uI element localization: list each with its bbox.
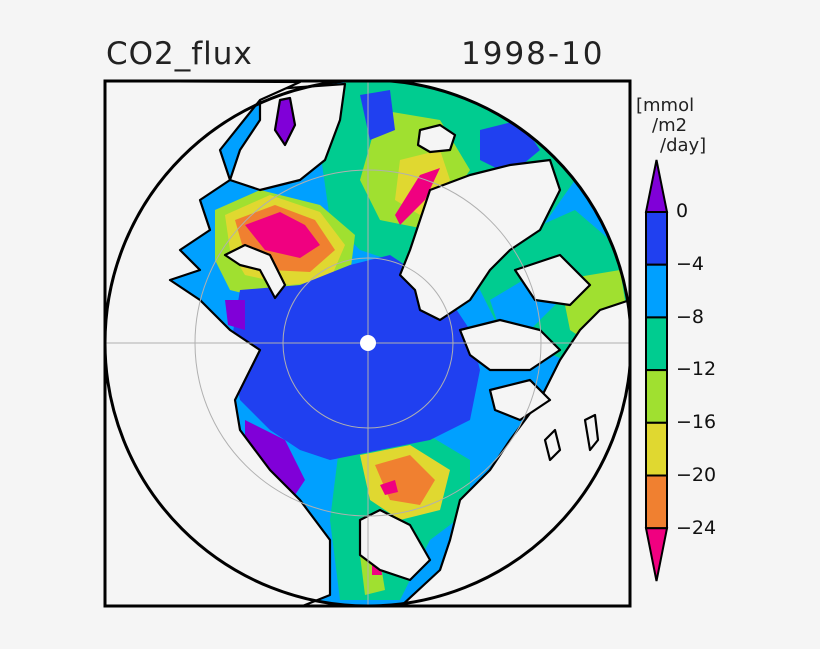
colorbar-extend-top	[644, 159, 669, 213]
pole-marker	[360, 335, 376, 351]
colorbar-tick-2: −8	[676, 306, 705, 328]
colorbar	[644, 159, 669, 582]
colorbar-tick-0: 0	[676, 200, 689, 222]
colorbar-tick-1: −4	[676, 253, 705, 275]
colorbar-unit-line-1: [mmol	[636, 95, 695, 116]
colorbar-tick-4: −16	[676, 411, 717, 433]
map-frame	[103, 79, 632, 608]
colorbar-tick-3: −12	[676, 358, 717, 380]
colorbar-unit-line-3: /day]	[660, 135, 707, 156]
chart-title-variable: CO2_flux	[106, 36, 253, 72]
colorbar-extend-bottom	[644, 527, 669, 582]
colorbar-unit-line-2: /m2	[652, 115, 688, 136]
chart-title-date: 1998-10	[461, 36, 605, 72]
colorbar-tick-6: −24	[676, 517, 717, 539]
colorbar-tick-5: −20	[676, 464, 717, 486]
